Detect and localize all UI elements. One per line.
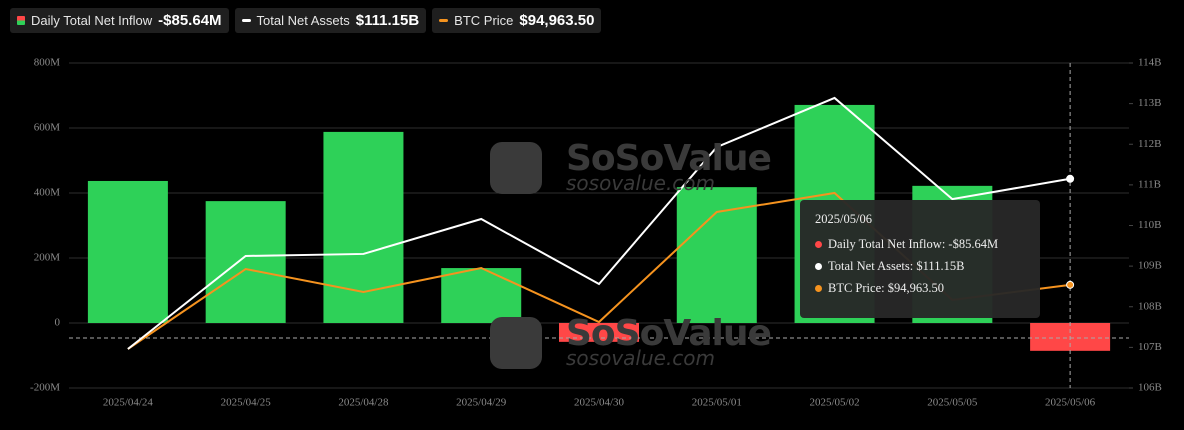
legend-label: Total Net Assets: [256, 13, 350, 28]
tooltip-dot: [815, 241, 822, 248]
x-tick-label: 2025/05/06: [1045, 397, 1096, 409]
legend: Daily Total Net Inflow -$85.64M Total Net…: [10, 8, 602, 33]
x-tick-label: 2025/04/29: [456, 397, 507, 409]
legend-value: $111.15B: [355, 12, 420, 29]
bar: [676, 187, 757, 323]
tooltip-row: BTC Price$94,963.50: [815, 281, 1025, 296]
y2-tick-label: 114B: [1138, 57, 1161, 69]
x-tick-label: 2025/04/24: [103, 397, 154, 409]
bar: [205, 201, 286, 323]
legend-marker: [241, 19, 251, 22]
tooltip-value: $111.15B: [916, 259, 965, 273]
tooltip-dot: [815, 285, 822, 292]
y-tick-label: 200M: [34, 252, 61, 264]
legend-marker: [17, 16, 25, 25]
highlight-point: [1066, 174, 1075, 183]
bar: [441, 268, 522, 323]
y-tick-label: 600M: [34, 122, 61, 134]
tooltip-row: Daily Total Net Inflow-$85.64M: [815, 237, 1025, 252]
y2-tick-label: 113B: [1138, 97, 1161, 109]
tooltip: 2025/05/06 Daily Total Net Inflow-$85.64…: [800, 200, 1040, 318]
y2-tick-label: 112B: [1138, 138, 1161, 150]
legend-item[interactable]: Total Net Assets $111.15B: [234, 8, 427, 33]
x-tick-label: 2025/04/30: [574, 397, 625, 409]
x-tick-label: 2025/05/05: [927, 397, 978, 409]
y2-tick-label: 111B: [1138, 178, 1161, 190]
legend-label: BTC Price: [454, 13, 514, 28]
line: [127, 96, 1071, 350]
tooltip-dot: [815, 263, 822, 270]
tooltip-value: $94,963.50: [887, 281, 944, 295]
y2-tick-label: 110B: [1138, 219, 1161, 231]
tooltip-date: 2025/05/06: [815, 212, 872, 226]
bar: [323, 131, 404, 323]
tooltip-label: Daily Total Net Inflow: [828, 237, 948, 252]
tooltip-row: Total Net Assets$111.15B: [815, 259, 1025, 274]
x-tick-label: 2025/04/28: [338, 397, 389, 409]
x-tick-label: 2025/05/01: [692, 397, 742, 409]
legend-item[interactable]: BTC Price $94,963.50: [432, 8, 602, 33]
legend-item[interactable]: Daily Total Net Inflow -$85.64M: [10, 8, 229, 33]
legend-value: $94,963.50: [519, 12, 595, 29]
bar: [87, 180, 168, 323]
bar: [559, 323, 639, 342]
tooltip-label: Total Net Assets: [828, 259, 916, 274]
y-tick-label: -200M: [30, 382, 60, 394]
x-tick-label: 2025/04/25: [221, 397, 272, 409]
y-tick-label: 400M: [34, 187, 61, 199]
legend-label: Daily Total Net Inflow: [31, 13, 153, 28]
legend-value: -$85.64M: [158, 12, 222, 29]
y2-tick-label: 107B: [1138, 341, 1162, 353]
y-tick-label: 0: [55, 317, 61, 329]
tooltip-value: -$85.64M: [948, 237, 999, 251]
y-tick-label: 800M: [34, 57, 61, 69]
y2-tick-label: 106B: [1138, 382, 1162, 394]
y2-tick-label: 108B: [1138, 300, 1162, 312]
y2-tick-label: 109B: [1138, 260, 1162, 272]
tooltip-label: BTC Price: [828, 281, 888, 296]
legend-marker: [439, 19, 449, 22]
x-tick-label: 2025/05/02: [809, 397, 859, 409]
highlight-point: [1066, 280, 1075, 289]
